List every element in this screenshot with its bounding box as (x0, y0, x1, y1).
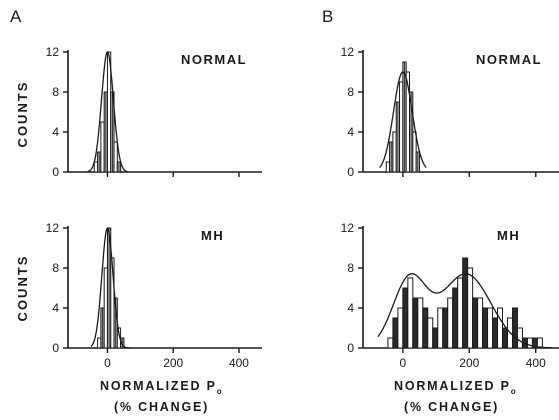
y-tick-label: 8 (347, 85, 354, 99)
x-tick-label: 0 (104, 356, 111, 370)
panel-a-letter: A (10, 7, 22, 26)
y-tick-label: 4 (52, 125, 59, 139)
fit-curve (90, 226, 131, 349)
svg-text:NORMALIZED Po: NORMALIZED Po (394, 379, 517, 396)
histogram-bar (452, 287, 459, 349)
y-tick-label: 8 (347, 261, 354, 275)
x-tick-label: 200 (163, 356, 183, 370)
fit-curve (87, 51, 128, 173)
y-tick-label: 0 (347, 165, 354, 179)
histogram-bar (407, 277, 414, 349)
y-tick-label: 0 (347, 341, 354, 355)
histogram-bar (412, 297, 419, 349)
histogram-bar (457, 277, 464, 349)
x-axis-label-b-subscript: o (511, 387, 518, 396)
histogram-bar (437, 307, 444, 349)
y-tick-label: 12 (46, 221, 60, 235)
y-tick-label: 0 (52, 341, 59, 355)
histogram-bar (397, 307, 404, 349)
x-axis-label-b-line2: (% CHANGE) (404, 400, 499, 414)
y-tick-label: 8 (52, 85, 59, 99)
histogram-bar (492, 317, 499, 349)
y-tick-label: 12 (341, 221, 355, 235)
svg-text:NORMALIZED Po: NORMALIZED Po (100, 379, 223, 396)
histogram-bar (477, 297, 484, 349)
histogram-a-top: 0 4 8 12 NORMAL (46, 45, 262, 179)
y-tick-label: 4 (347, 125, 354, 139)
histogram-b-bottom: 0 4 8 12 0 200 400 MH (341, 221, 559, 370)
histogram-bar (432, 327, 439, 349)
histogram-bar (526, 337, 533, 349)
histogram-bar (113, 141, 118, 173)
histogram-bar (482, 307, 489, 349)
annotation-normal: NORMAL (476, 52, 542, 67)
histogram-bar (392, 317, 399, 349)
histogram-bar (422, 307, 429, 349)
x-tick-label: 400 (229, 356, 249, 370)
x-tick-label: 400 (526, 356, 546, 370)
histogram-b-top: 0 4 8 12 NORMAL (341, 45, 559, 179)
histogram-bar (447, 297, 454, 349)
x-axis-label-b: NORMALIZED Po (% CHANGE) (394, 379, 517, 414)
y-tick-label: 8 (52, 261, 59, 275)
x-tick-label: 0 (400, 356, 407, 370)
histogram-bar (467, 267, 474, 349)
y-tick-label: 4 (347, 301, 354, 315)
fit-curve (379, 71, 427, 169)
histogram-bar (427, 317, 434, 349)
histogram-bar (462, 257, 469, 349)
x-axis-label-a-subscript: o (217, 387, 224, 396)
x-axis-label-a: NORMALIZED Po (% CHANGE) (100, 379, 223, 414)
histogram-bar (442, 307, 449, 349)
y-axis-label-bottom: COUNTS (15, 255, 30, 322)
y-tick-label: 12 (46, 45, 60, 59)
histogram-bar (502, 327, 509, 349)
histogram-bar (511, 307, 518, 349)
histogram-a-bottom: 0 4 8 12 0 200 400 MH (46, 221, 262, 370)
annotation-mh: MH (201, 228, 224, 243)
x-tick-label: 200 (459, 356, 479, 370)
histogram-bar (516, 327, 523, 349)
annotation-normal: NORMAL (181, 52, 247, 67)
histogram-bar (387, 337, 394, 349)
x-axis-label-a-line2: (% CHANGE) (114, 400, 209, 414)
histogram-bar (402, 287, 409, 349)
histogram-panels: 0 4 8 12 NORMAL 0 4 8 12 0 200 400 MH 0 4 8 12 NORMAL 0 4 8 1… (46, 45, 559, 370)
histogram-bar (497, 307, 504, 349)
fit-curve (377, 273, 552, 349)
y-tick-label: 4 (52, 301, 59, 315)
histogram-bar (487, 307, 494, 349)
histogram-bar (417, 297, 424, 349)
y-axis-label-top: COUNTS (15, 81, 30, 148)
y-tick-label: 0 (52, 165, 59, 179)
x-axis-label-b-main: NORMALIZED P (394, 379, 511, 393)
panel-b-letter: B (322, 7, 333, 26)
y-tick-label: 12 (341, 45, 355, 59)
histogram-bar (472, 297, 479, 349)
x-axis-label-a-main: NORMALIZED P (100, 379, 217, 393)
annotation-mh: MH (497, 228, 520, 243)
histogram-bar (536, 337, 543, 349)
